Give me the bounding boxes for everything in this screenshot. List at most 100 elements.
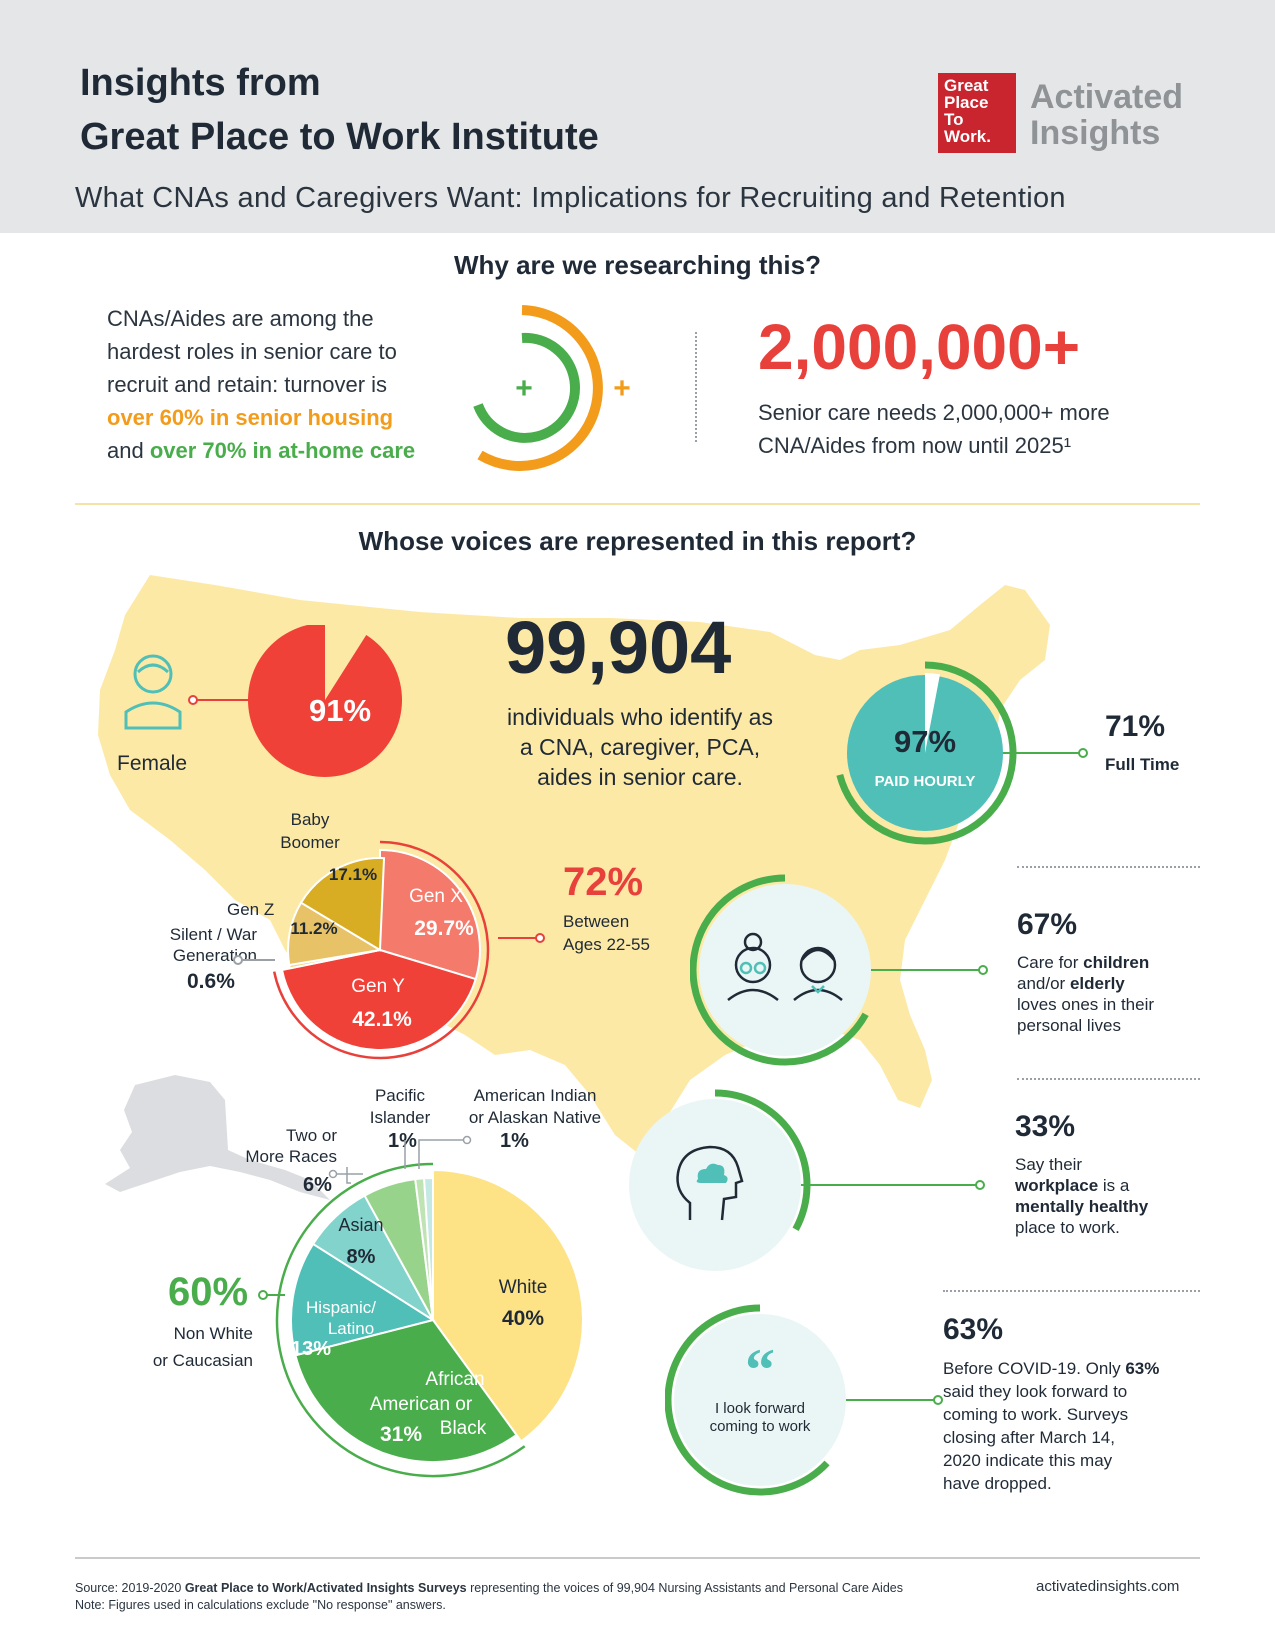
african-american-pct: 31%: [380, 1423, 422, 1446]
hourly-label: PAID HOURLY: [875, 773, 976, 790]
orange-arc: [477, 305, 603, 471]
child-icon: [793, 946, 843, 1001]
source-bold: Great Place to Work/Activated Insights S…: [184, 1581, 467, 1595]
generation-slice-gen-y: [280, 948, 477, 1051]
title-line2: Great Place to Work Institute: [80, 116, 599, 158]
subtitle: What CNAs and Caregivers Want: Implicati…: [75, 182, 1066, 214]
american-indian-label: American Indian or Alaskan Native: [460, 1085, 610, 1129]
nonwhite-pct: 60%: [168, 1270, 249, 1314]
care-text-line: personal lives: [1017, 1016, 1121, 1035]
look-forward-ring: “ I look forward coming to work: [665, 1304, 943, 1496]
logo-word: To: [944, 110, 964, 129]
count-desc-line: a CNA, caregiver, PCA,: [519, 734, 761, 760]
generations-pie-chart: 17.1% 11.2% Gen X 29.7% Gen Y 42.1%: [233, 840, 545, 1060]
need-line2: CNA/Aides from now until 2025¹: [758, 433, 1072, 458]
fulltime-pct: 71%: [1105, 710, 1166, 743]
dotted-divider: [1017, 1078, 1200, 1080]
silent-gen-pct: 0.6%: [187, 970, 235, 993]
care-text-part: Care for: [1017, 953, 1084, 972]
female-pie-chart: 91%: [188, 625, 402, 777]
mental-text-line: mentally healthy: [1015, 1197, 1149, 1216]
female-pie-slice: [248, 625, 402, 777]
quote-circle: [674, 1314, 846, 1486]
covid-text-line: 2020 indicate this may: [943, 1451, 1113, 1470]
respondent-count: 99,904: [505, 606, 732, 689]
white-label: White: [499, 1277, 548, 1298]
turnover-line: CNAs/Aides are among the: [107, 306, 374, 331]
connector-dot: [975, 1180, 985, 1190]
logo-word: Great: [944, 76, 989, 95]
mental-text-workplace: workplace: [1015, 1176, 1099, 1195]
covid-text-line: said they look forward to: [943, 1382, 1128, 1401]
source-note: Source: 2019-2020 Great Place to Work/Ac…: [75, 1580, 903, 1614]
generations-pie-slices: [280, 848, 481, 1051]
gen-label-line: Baby: [290, 810, 330, 829]
green-plus-icon: +: [515, 372, 533, 405]
turnover-line: hardest roles in senior care to: [107, 339, 397, 364]
gen-label-line: Boomer: [280, 833, 340, 852]
race-label-line: More Races: [245, 1147, 337, 1166]
african-american-label-line2: American or: [370, 1394, 473, 1415]
hispanic-label-line2: Latino: [328, 1319, 374, 1338]
race-slice-white: [432, 1168, 584, 1443]
american-indian-pct: 1%: [500, 1130, 529, 1152]
senior-housing-turnover: over 60% in senior housing: [107, 405, 394, 430]
mental-text-line: Say their: [1015, 1155, 1083, 1174]
nonwhite-text: Non White or Caucasian: [145, 1320, 253, 1374]
covid-text-part: Before COVID-19. Only: [943, 1359, 1126, 1378]
african-american-label-line1: African: [425, 1369, 484, 1390]
mental-pct: 33%: [1015, 1110, 1076, 1143]
gen-y-pct: 42.1%: [352, 1008, 412, 1031]
age-text: Between Ages 22-55: [563, 910, 650, 956]
race-label-line: American Indian: [473, 1086, 597, 1105]
connector-dot: [535, 933, 545, 943]
website-link[interactable]: activatedinsights.com: [1036, 1578, 1180, 1595]
female-pct: 91%: [309, 693, 371, 728]
gen-x-pct: 29.7%: [414, 917, 474, 940]
race-slice-american-indian-or-alaskan-native: [423, 1176, 434, 1321]
count-desc-line: individuals who identify as: [507, 704, 773, 730]
age-line: Between: [563, 912, 630, 931]
gen-label-line: Silent / War: [169, 925, 257, 944]
hispanic-label-line1: Hispanic/: [306, 1298, 376, 1317]
mental-arc: [714, 1089, 811, 1232]
generation-slice-baby-boomer: [299, 857, 386, 952]
covid-text-line: have dropped.: [943, 1474, 1052, 1493]
pacific-islander-label: Pacific Islander: [360, 1085, 440, 1129]
care-text: Care for children and/or elderly loves o…: [1017, 952, 1154, 1036]
activated-insights-logo-line2: Insights: [1030, 114, 1161, 152]
hourly-pct: 97%: [894, 724, 956, 759]
turnover-arcs-icon: + +: [473, 305, 631, 471]
gen-z-pct: 11.2%: [290, 919, 337, 938]
pacific-islander-pct: 1%: [388, 1130, 417, 1152]
covid-pct: 63%: [943, 1313, 1004, 1346]
calculation-note: Note: Figures used in calculations exclu…: [75, 1598, 446, 1612]
mental-text: Say their workplace is a mentally health…: [1015, 1154, 1148, 1238]
caregivers-ring: [690, 874, 988, 1066]
elderly-person-icon: [727, 932, 779, 1001]
generation-slice-gen-x: [379, 848, 481, 981]
quote-line1: I look forward: [715, 1400, 805, 1417]
asian-pct: 8%: [347, 1246, 376, 1268]
care-text-part: and/or: [1017, 974, 1070, 993]
pacific-connector: [346, 1167, 351, 1184]
connector-dot: [258, 1290, 268, 1300]
gen-y-label: Gen Y: [351, 976, 405, 997]
covid-text-line: coming to work. Surveys: [943, 1405, 1129, 1424]
mental-circle: [629, 1099, 801, 1271]
baby-boomer-pct: 17.1%: [329, 865, 377, 884]
race-label-line: Two or: [285, 1126, 337, 1145]
quote-mark-icon: “: [745, 1337, 775, 1403]
hispanic-pct: 13%: [291, 1338, 331, 1360]
at-home-care-turnover: over 70% in at-home care: [149, 438, 416, 463]
footer-divider: [75, 1557, 1200, 1559]
logo-word: Place: [944, 93, 989, 112]
connector-dot: [233, 955, 243, 965]
logo-word: Work.: [944, 127, 991, 146]
header-band: [0, 0, 1275, 233]
care-pct: 67%: [1017, 908, 1078, 941]
age-line: Ages 22-55: [563, 935, 650, 954]
connector-dot: [978, 965, 988, 975]
need-line1: Senior care needs 2,000,000+ more: [758, 400, 1110, 425]
race-pie-slices: [290, 1168, 584, 1463]
